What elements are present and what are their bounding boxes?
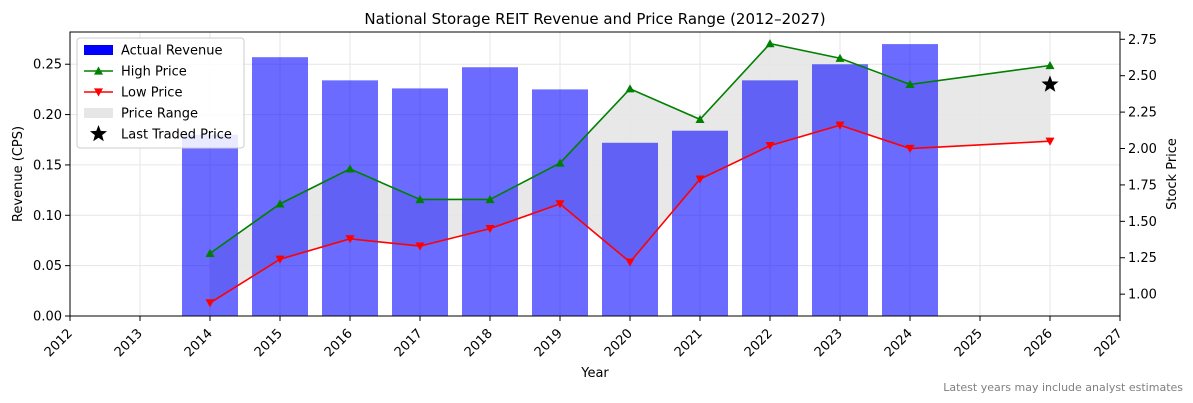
high-price-marker: [695, 114, 705, 123]
legend-box: [76, 37, 245, 149]
y2-tick-label: 2.75: [1128, 33, 1157, 48]
low-price-marker: [905, 144, 915, 154]
x-tick-label: 2025: [952, 326, 986, 360]
y-tick-label: 0.15: [33, 158, 62, 173]
x-tick-label: 2016: [322, 326, 356, 360]
x-tick-label: 2021: [672, 326, 706, 360]
revenue-bar: [602, 142, 658, 316]
y-tick-label: 0.20: [33, 108, 62, 123]
low-price-marker: [345, 235, 355, 244]
low-price-line: [209, 124, 1051, 304]
legend-swatch-price-range: [84, 108, 113, 118]
revenue-bar: [672, 130, 728, 316]
y2-tick-label: 2.25: [1128, 106, 1157, 121]
y-axis-label: Revenue (CPS): [11, 126, 26, 222]
revenue-bar: [322, 80, 378, 316]
high-price-marker: [1045, 60, 1055, 70]
revenue-bar: [742, 80, 798, 316]
x-tick-label: 2023: [812, 326, 846, 360]
legend: Actual Revenue High Price Low Price Price R…: [76, 37, 245, 149]
y-tick-label: 0.00: [33, 310, 62, 325]
x-tick-label: 2018: [462, 326, 496, 360]
y2-tick-label: 2.50: [1128, 69, 1157, 84]
x-tick-label: 2022: [742, 326, 776, 360]
legend-swatch-low-price-marker: [94, 88, 103, 97]
low-price-marker: [765, 142, 775, 151]
y-tick-label: 0.05: [33, 259, 62, 274]
y-tick-label: 0.10: [33, 209, 62, 224]
y2-tick-label: 1.25: [1128, 251, 1157, 266]
x-tick-label: 2020: [602, 326, 636, 360]
y2-tick-label: 1.50: [1128, 215, 1157, 230]
revenue-bar: [252, 57, 308, 316]
x-tick-label: 2017: [392, 326, 426, 360]
legend-swatch-last-traded-price: [89, 125, 108, 142]
legend-label: Actual Revenue: [121, 44, 222, 59]
high-price-marker: [625, 84, 635, 93]
high-price-marker: [765, 39, 775, 48]
y-tick-label: 0.25: [33, 58, 62, 73]
x-tick-label: 2024: [882, 326, 916, 360]
revenue-bars-layer: [182, 44, 938, 317]
high-price-marker: [835, 53, 845, 62]
low-price-marker: [205, 299, 215, 308]
low-price-marker: [695, 175, 705, 184]
y2-tick-label: 1.75: [1128, 178, 1157, 193]
high-price-marker: [275, 199, 285, 208]
low-price-marker: [1045, 137, 1055, 146]
y2-tick-label: 2.00: [1128, 142, 1157, 157]
revenue-bar: [182, 134, 238, 316]
low-price-marker: [485, 225, 495, 234]
y2-axis-label: Stock Price: [1165, 138, 1180, 210]
legend-label: Price Range: [121, 107, 198, 122]
high-price-marker: [905, 79, 915, 89]
low-price-marker: [415, 242, 425, 251]
x-tick-label: 2026: [1022, 326, 1056, 360]
high-price-marker: [485, 194, 495, 204]
plot-frame: [69, 31, 1121, 317]
revenue-bar: [882, 44, 938, 316]
high-price-marker: [415, 194, 425, 204]
high-price-marker: [205, 248, 215, 257]
x-tick-label: 2019: [532, 326, 566, 360]
legend-swatch-high-price-marker: [94, 66, 103, 75]
x-tick-label: 2013: [112, 326, 146, 360]
low-price-marker: [275, 255, 285, 264]
footnote: Latest years may include analyst estimat…: [943, 381, 1183, 394]
x-tick-label: 2027: [1092, 326, 1126, 360]
x-tick-label: 2014: [182, 326, 216, 360]
x-tick-label: 2015: [252, 326, 286, 360]
legend-label: Low Price: [121, 86, 182, 101]
x-axis-label: Year: [580, 366, 609, 381]
legend-label: High Price: [121, 65, 187, 80]
revenue-bar: [812, 64, 868, 316]
low-price-marker: [835, 121, 845, 130]
y2-tick-label: 1.00: [1128, 288, 1157, 303]
low-price-marker: [625, 258, 635, 267]
revenue-bar: [462, 67, 518, 316]
x-tick-label: 2012: [42, 326, 76, 360]
legend-label: Last Traded Price: [121, 128, 232, 143]
high-price-marker: [555, 158, 565, 167]
last-traded-price-star: [1041, 75, 1059, 92]
high-price-line: [209, 42, 1051, 255]
low-price-marker: [555, 200, 565, 209]
legend-swatch-actual-revenue: [84, 45, 113, 55]
chart-title: National Storage REIT Revenue and Price …: [364, 10, 825, 28]
high-price-marker: [345, 164, 355, 173]
price-lines-layer: [205, 39, 1059, 308]
